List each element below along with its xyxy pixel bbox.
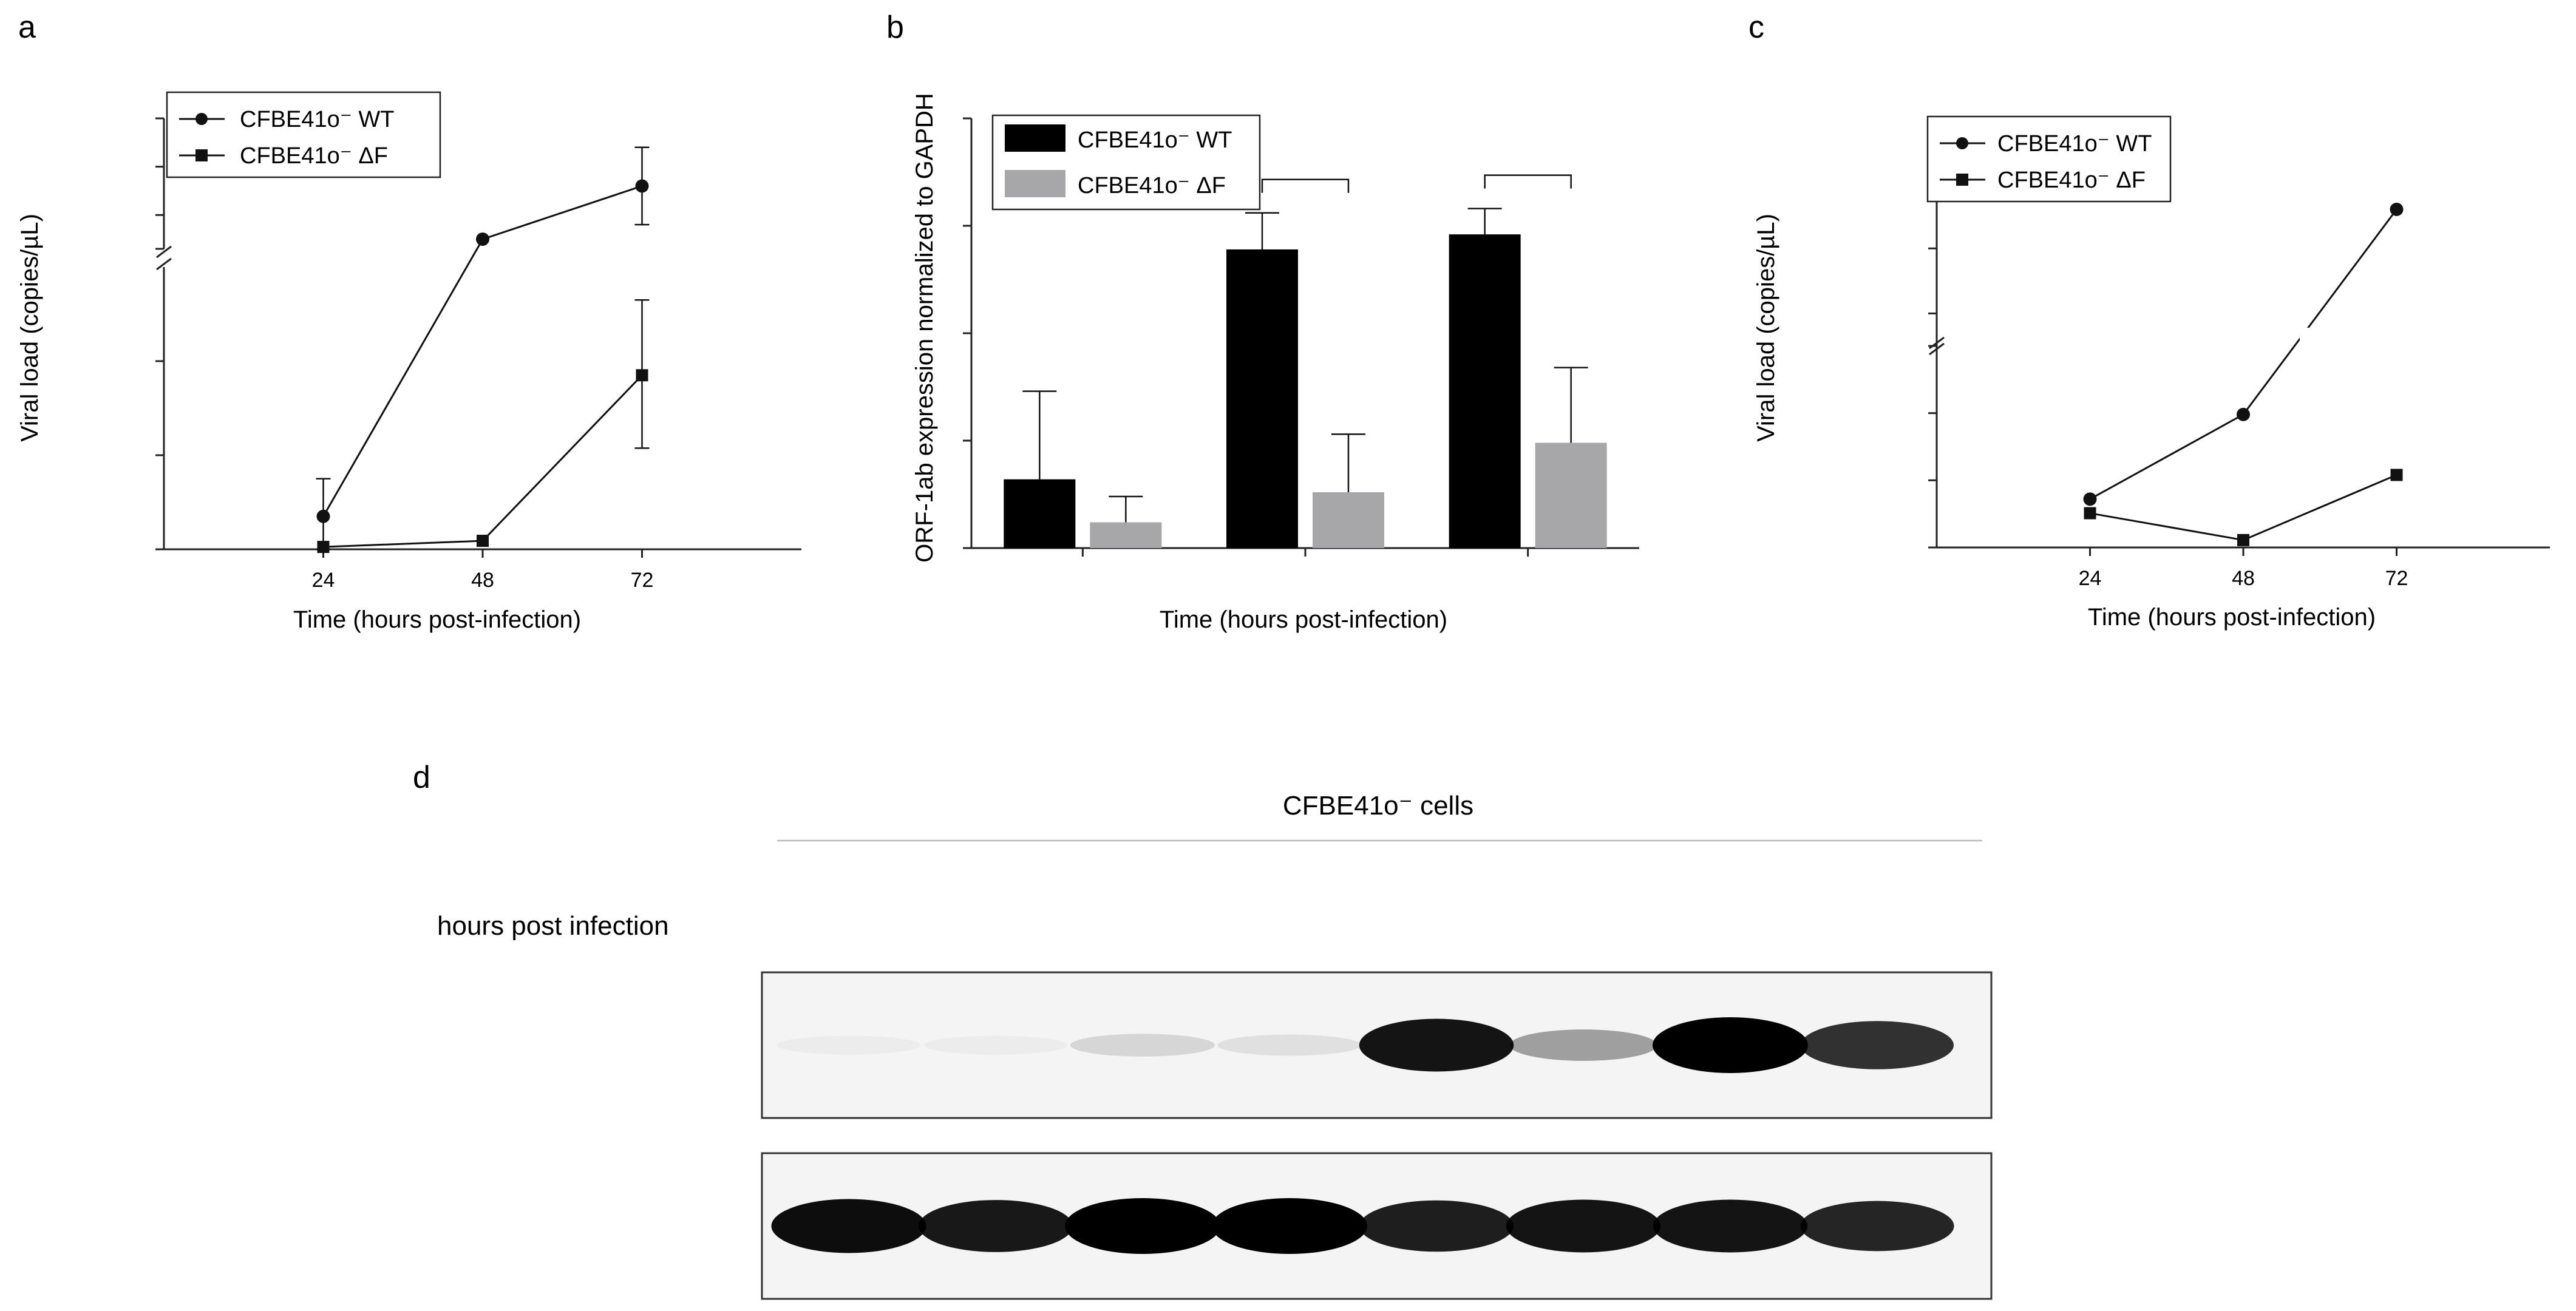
b-bar-wt-72	[1449, 234, 1521, 548]
a-point-df-24	[317, 541, 330, 554]
b-significance-bracket	[1484, 174, 1572, 189]
a-axis-break-mark	[156, 245, 172, 259]
legend-a-wt: CFBE41o⁻ WT	[240, 107, 394, 132]
c-series-line-wt	[2089, 209, 2398, 500]
a-series-line-df	[323, 374, 643, 548]
a-point-wt-24	[316, 509, 330, 523]
blot-band	[1070, 1034, 1215, 1057]
legend-c-df: CFBE41o⁻ ΔF	[1997, 168, 2146, 193]
a-point-wt-48	[476, 232, 489, 246]
chart-c-ylabel: Viral load (copies/µL)	[1753, 214, 1779, 442]
chart-a-xlabel: Time (hours post-infection)	[293, 606, 581, 633]
b-bar-df-72	[1535, 442, 1607, 548]
blot-band	[1506, 1199, 1661, 1253]
legend-b-df: CFBE41o⁻ ΔF	[1078, 173, 1226, 198]
blot-band	[1065, 1198, 1220, 1254]
blot-band	[1509, 1029, 1657, 1061]
legend-a-df-marker	[195, 149, 208, 161]
a-point-df-72	[636, 369, 648, 382]
a-x-tick-label: 24	[312, 569, 335, 592]
chart-c-xlabel: Time (hours post-infection)	[2088, 604, 2376, 631]
c-point-wt-24	[2083, 492, 2097, 506]
c-break-gap	[2300, 328, 2367, 346]
a-x-tick-label: 72	[631, 569, 654, 592]
legend-a-df: CFBE41o⁻ ΔF	[240, 143, 388, 169]
b-bar-wt-24	[1004, 479, 1076, 548]
a-point-wt-72	[635, 179, 649, 193]
legend-c-wt-marker	[1956, 137, 1968, 149]
chart-c-legend: CFBE41o⁻ WT CFBE41o⁻ ΔF	[1926, 115, 2172, 203]
a-x-tick-label: 48	[471, 569, 494, 592]
legend-a-wt-marker	[195, 113, 208, 125]
legend-c-df-marker	[1956, 174, 1968, 186]
chart-b-legend: CFBE41o⁻ WT CFBE41o⁻ ΔF	[991, 114, 1261, 211]
c-x-tick-label: 72	[2385, 567, 2408, 590]
c-point-df-72	[2390, 469, 2403, 481]
c-point-wt-48	[2237, 407, 2250, 421]
chart-b: Time (hours post-infection) ORF-1ab expr…	[911, 93, 1639, 633]
chart-c-axes	[1928, 117, 2550, 556]
c-point-wt-72	[2390, 203, 2404, 216]
chart-a-legend: CFBE41o⁻ WT CFBE41o⁻ ΔF	[166, 91, 441, 178]
blot-hours-label: hours post infection	[437, 911, 669, 941]
c-axis-break-mark	[1929, 342, 1945, 356]
blot-band	[1653, 1017, 1808, 1073]
blot-band	[1801, 1021, 1954, 1069]
legend-c-wt: CFBE41o⁻ WT	[1997, 131, 2152, 157]
blot-band	[771, 1199, 926, 1253]
blot-band	[1359, 1200, 1514, 1252]
b-bar-df-48	[1313, 492, 1384, 548]
blot-band	[924, 1035, 1067, 1054]
chart-a-tick-labels: 24 48 72	[312, 569, 654, 592]
chart-a-marks	[316, 146, 650, 554]
chart-c-tick-labels: 24 48 72	[2079, 567, 2408, 590]
blot-band	[1800, 1201, 1954, 1252]
legend-b-df-swatch	[1005, 170, 1065, 197]
legend-b-wt: CFBE41o⁻ WT	[1078, 127, 1232, 153]
western-blot: CFBE41o⁻ cells hours post infection	[437, 791, 1993, 1300]
blot-membranes	[761, 971, 1993, 1300]
blot-band	[1217, 1034, 1362, 1056]
legend-b-wt-swatch	[1005, 124, 1065, 152]
blot-band	[919, 1200, 1073, 1252]
blot-band	[777, 1035, 920, 1054]
c-point-df-24	[2084, 507, 2096, 520]
chart-c-marks	[2083, 203, 2404, 546]
b-significance-bracket	[1261, 178, 1350, 193]
a-break-gap	[340, 254, 419, 267]
c-series-line-df	[2090, 474, 2398, 541]
c-x-tick-label: 24	[2079, 567, 2102, 590]
panel-letter-b: b	[886, 10, 904, 45]
blot-band	[1653, 1199, 1808, 1253]
chart-a-ylabel: Viral load (copies/µL)	[16, 214, 43, 442]
chart-a: 24 48 72 Time (hours post-infection) Viral…	[16, 91, 801, 633]
blot-band	[1212, 1198, 1367, 1254]
a-axis-break-mark	[156, 257, 172, 271]
a-point-df-48	[477, 535, 489, 547]
chart-b-xlabel: Time (hours post-infection)	[1160, 606, 1447, 633]
c-x-tick-label: 48	[2232, 567, 2255, 590]
chart-b-ylabel: ORF-1ab expression normalized to GAPDH	[911, 93, 938, 563]
b-bar-wt-48	[1226, 249, 1298, 548]
chart-b-marks	[1004, 174, 1607, 548]
b-bar-df-24	[1090, 522, 1162, 548]
chart-a-axes	[155, 117, 801, 558]
c-point-df-48	[2237, 534, 2249, 546]
blot-band	[1359, 1018, 1514, 1072]
blot-title: CFBE41o⁻ cells	[1283, 791, 1473, 821]
chart-b-axes	[963, 117, 1639, 557]
panel-letter-c: c	[1748, 10, 1764, 45]
panel-letter-a: a	[18, 10, 36, 45]
panel-letter-d: d	[413, 760, 430, 795]
chart-c: 24 48 72 Time (hours post-infection) Viral…	[1753, 115, 2550, 631]
